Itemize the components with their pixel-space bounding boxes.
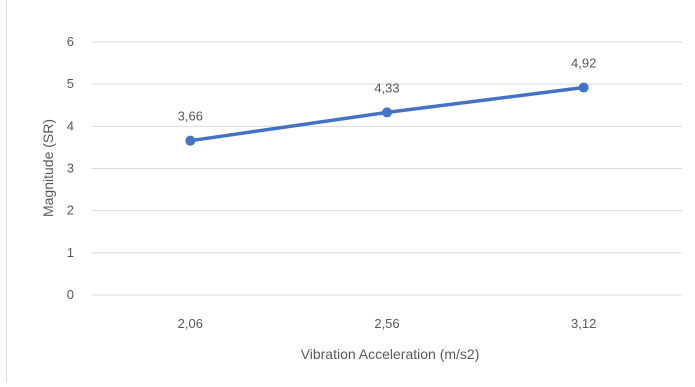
y-tick-label: 4 [67,118,74,133]
x-axis-title: Vibration Acceleration (m/s2) [301,346,480,362]
data-label: 4,33 [374,80,399,95]
x-axis-ticks: 2,06 2,56 3,12 [178,316,597,331]
data-label: 4,92 [571,56,596,71]
y-tick-label: 6 [67,34,74,49]
series-layer [185,82,589,146]
y-tick-label: 3 [67,161,74,176]
y-tick-label: 0 [67,287,74,302]
y-axis-title: Magnitude (SR) [40,119,56,217]
gridlines [92,41,682,296]
y-tick-label: 5 [67,76,74,91]
y-axis-ticks: 0 1 2 3 4 5 6 [67,34,74,302]
x-tick-label: 2,56 [374,316,399,331]
x-tick-label: 2,06 [178,316,203,331]
data-label: 3,66 [178,109,203,124]
data-point [382,107,392,118]
x-tick-label: 3,12 [571,316,596,331]
data-point [185,135,196,146]
y-tick-label: 1 [67,245,74,260]
data-point [578,82,589,93]
chart-left-border [6,0,7,382]
data-labels: 3,66 4,33 4,92 [178,56,597,124]
y-tick-label: 2 [67,203,74,218]
